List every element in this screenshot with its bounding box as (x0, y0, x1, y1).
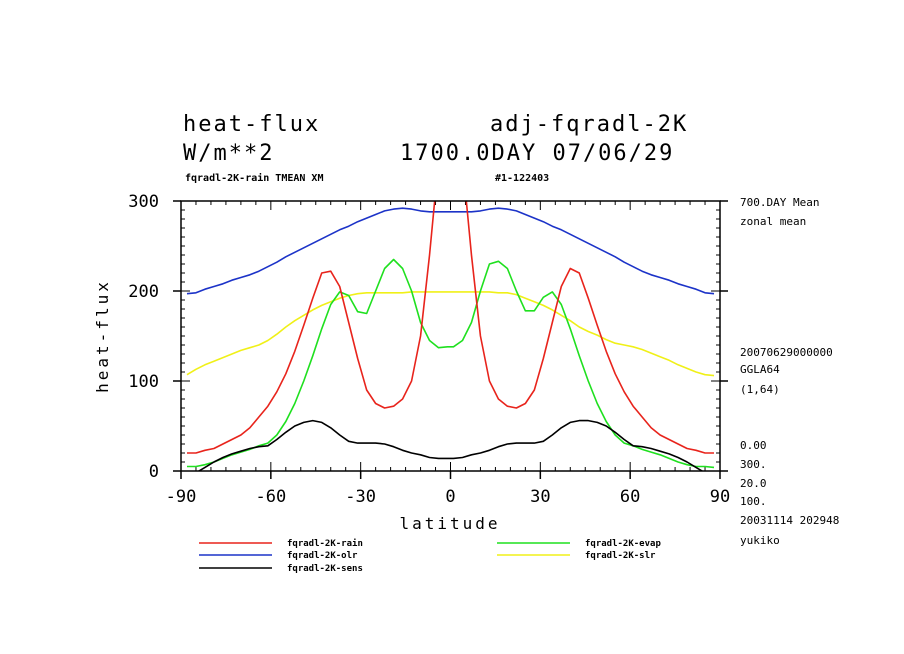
x-axis-title: latitude (399, 514, 500, 533)
legend: fqradl-2K-rain fqradl-2K-olr fqradl-2K-sen… (199, 538, 661, 574)
axis-ticks (173, 200, 728, 479)
x-tick-label: 0 (445, 487, 455, 507)
x-tick-label: -60 (255, 487, 286, 507)
tick-labels: -90 -60 -30 0 30 60 90 0 100 200 300 (128, 192, 730, 507)
side-info-line: yukiko (740, 534, 780, 547)
y-axis-title: heat-flux (93, 279, 112, 393)
side-info-line: 100. (740, 495, 767, 508)
chart-title-right: adj-fqradl-2K (490, 112, 688, 137)
side-info-line: 700.DAY Mean (740, 196, 819, 209)
plot-frame (180, 200, 721, 472)
side-info-line: 20070629000000 (740, 346, 833, 359)
legend-label-evap: fqradl-2K-evap (585, 539, 661, 549)
series-line-olr (186, 207, 715, 295)
side-info-line: 300. (740, 458, 767, 471)
legend-label-rain: fqradl-2K-rain (287, 538, 363, 549)
side-info-line: 20.0 (740, 477, 767, 490)
legend-label-slr: fqradl-2K-slr (585, 551, 656, 561)
side-info-line: 0.00 (740, 439, 767, 452)
x-tick-label: -30 (345, 487, 376, 507)
x-tick-label: -90 (166, 487, 197, 507)
x-tick-label: 60 (620, 487, 640, 507)
y-tick-label: 0 (149, 462, 159, 482)
x-tick-label: 30 (530, 487, 550, 507)
chart-subtitle: fqradl-2K-rain TMEAN XM (185, 172, 323, 184)
x-tick-label: 90 (710, 487, 730, 507)
y-tick-label: 200 (128, 282, 159, 302)
series-line-sens (197, 419, 704, 471)
side-info-line: zonal mean (740, 215, 806, 228)
side-info-line: 20031114 202948 (740, 514, 839, 527)
series-layer (186, 201, 715, 471)
chart-title: heat-flux (183, 112, 320, 137)
chart-time: 1700.0DAY 07/06/29 (400, 141, 674, 166)
y-tick-label: 300 (128, 192, 159, 212)
legend-label-sens: fqradl-2K-sens (287, 564, 363, 574)
side-info-line: GGLA64 (740, 363, 780, 376)
series-line-evap (186, 258, 715, 469)
series-line-rain (186, 201, 715, 454)
legend-label-olr: fqradl-2K-olr (287, 551, 358, 561)
series-line-slr (186, 291, 715, 377)
chart-run-id: #1-122403 (495, 173, 549, 184)
y-tick-label: 100 (128, 372, 159, 392)
side-info-line: (1,64) (740, 383, 780, 396)
chart-units: W/m**2 (183, 141, 274, 166)
